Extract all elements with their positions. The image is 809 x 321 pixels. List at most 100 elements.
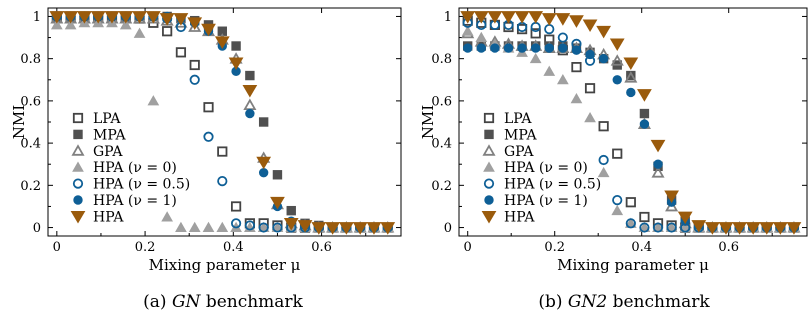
data-point xyxy=(597,166,610,178)
data-point xyxy=(745,222,761,235)
legend-marker xyxy=(482,144,496,156)
y-tick-label: 0 xyxy=(33,221,41,236)
series-6 xyxy=(49,11,396,235)
data-point xyxy=(339,222,354,235)
data-point xyxy=(244,220,255,231)
data-point xyxy=(473,11,489,24)
data-point xyxy=(162,26,173,37)
data-point xyxy=(666,222,677,233)
data-point xyxy=(759,222,775,235)
x-tick-label: 0.6 xyxy=(718,240,739,255)
data-point xyxy=(145,11,161,24)
data-point xyxy=(705,222,720,235)
data-point xyxy=(272,170,283,180)
data-point xyxy=(652,222,664,233)
data-point xyxy=(786,222,802,235)
data-point xyxy=(569,15,584,28)
data-point xyxy=(64,19,77,30)
series-6 xyxy=(460,11,802,235)
x-axis-label: Mixing parameter μ xyxy=(149,256,301,274)
y-tick-label: 0 xyxy=(444,221,452,236)
data-point xyxy=(217,176,228,187)
y-tick-label: 0.2 xyxy=(20,179,41,194)
legend-label: HPA xyxy=(93,209,124,225)
data-point xyxy=(625,218,636,229)
data-point xyxy=(214,36,230,49)
data-point xyxy=(625,197,636,208)
data-point xyxy=(463,43,473,53)
data-point xyxy=(187,17,203,30)
data-point xyxy=(175,47,187,58)
x-tick-label: 0 xyxy=(464,240,472,255)
data-point xyxy=(598,121,609,132)
panel-b: 0 0.2 0.4 0.6 0 0.2 0.4 0.6 0.8 1 Mixing parameter… xyxy=(419,7,808,274)
legend-marker xyxy=(483,112,495,124)
legend-label: GPA xyxy=(93,144,123,160)
data-point xyxy=(242,84,258,98)
legend-label: LPA xyxy=(93,111,121,127)
legend-label: GPA xyxy=(504,144,534,160)
legend-marker xyxy=(483,178,495,189)
data-point xyxy=(639,119,650,129)
y-tick-label: 0.8 xyxy=(431,52,452,67)
y-tick-label: 0.4 xyxy=(20,137,41,152)
data-point xyxy=(476,43,486,53)
data-point xyxy=(189,74,200,85)
data-point xyxy=(571,45,582,55)
data-point xyxy=(461,25,474,36)
data-point xyxy=(352,222,368,235)
data-point xyxy=(366,222,382,235)
y-tick-label: 1 xyxy=(33,10,41,25)
data-point xyxy=(245,70,255,81)
data-points xyxy=(460,11,802,235)
data-point xyxy=(230,201,242,212)
data-point xyxy=(63,11,78,24)
legend-marker xyxy=(73,129,83,140)
data-point xyxy=(585,49,595,60)
data-point xyxy=(311,222,327,235)
data-point xyxy=(691,220,707,233)
data-point xyxy=(651,166,665,178)
y-tick-label: 0.4 xyxy=(431,137,452,152)
data-point xyxy=(623,57,639,71)
data-point xyxy=(541,13,557,26)
legend-marker xyxy=(483,161,495,172)
data-point xyxy=(503,43,514,53)
data-point xyxy=(624,71,638,83)
data-point xyxy=(77,11,92,24)
data-point xyxy=(501,11,516,24)
data-point xyxy=(639,222,650,233)
legend-label: HPA xyxy=(504,209,535,225)
data-point xyxy=(460,11,476,24)
data-point xyxy=(175,221,187,233)
data-point xyxy=(297,220,313,233)
data-point xyxy=(256,156,272,170)
data-point xyxy=(596,25,612,39)
data-point xyxy=(639,211,650,223)
data-point xyxy=(612,195,623,206)
x-tick-label: 0.2 xyxy=(135,240,156,255)
data-point xyxy=(189,59,200,71)
data-point xyxy=(544,24,555,35)
data-point xyxy=(104,11,120,24)
data-point xyxy=(584,83,596,94)
y-tick-label: 0.2 xyxy=(431,179,452,194)
data-point xyxy=(230,218,242,229)
data-point xyxy=(732,222,747,235)
data-point xyxy=(159,13,175,26)
legend-marker xyxy=(72,178,84,189)
data-point xyxy=(664,190,679,204)
legend-label: HPA (ν = 0) xyxy=(93,160,177,176)
x-tick-label: 0.2 xyxy=(544,240,565,255)
y-tick-label: 0.6 xyxy=(431,94,452,109)
data-point xyxy=(202,221,215,233)
data-point xyxy=(530,28,541,39)
data-point xyxy=(558,43,568,53)
legend-label: LPA xyxy=(504,111,532,127)
y-tick-label: 1 xyxy=(444,10,452,25)
x-axis-label: Mixing parameter μ xyxy=(557,256,709,274)
data-point xyxy=(653,159,663,169)
legend-label: HPA (ν = 0.5) xyxy=(93,177,190,193)
